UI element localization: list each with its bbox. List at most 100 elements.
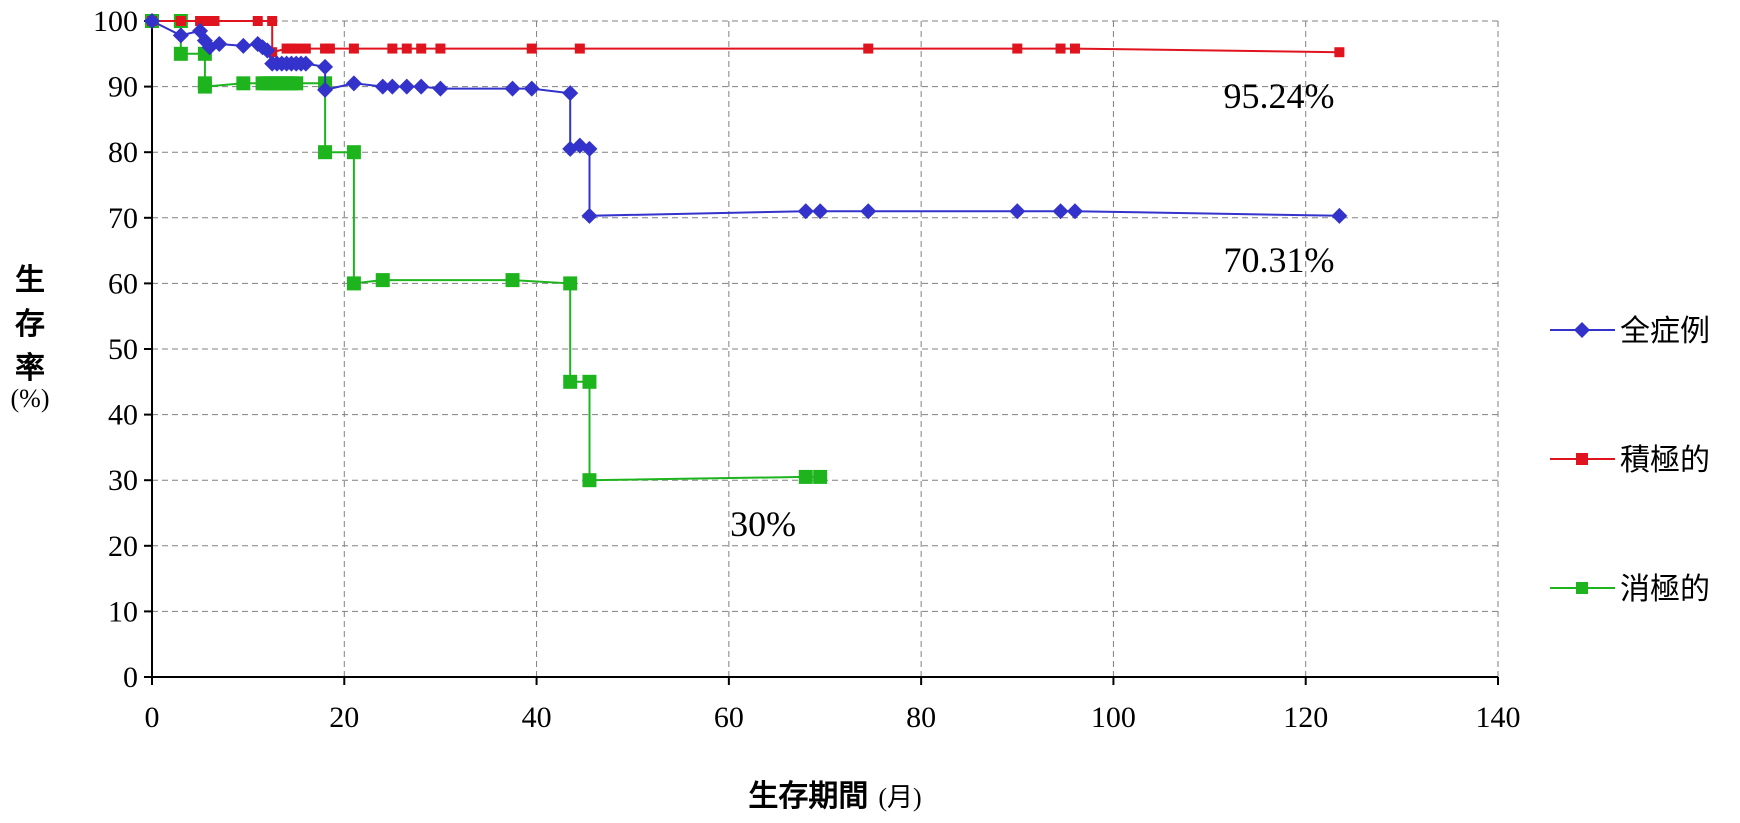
y-tick-label: 30 [108,464,138,497]
data-point [172,27,189,44]
data-point [144,13,160,29]
data-point [797,203,814,220]
data-point [252,16,263,26]
data-point [582,473,597,488]
data-point [863,43,874,54]
data-point [197,79,212,94]
legend-marker [1576,582,1588,594]
data-point [1055,43,1066,54]
data-point [324,43,335,54]
y-tick-label: 0 [123,661,138,694]
data-point [317,81,334,98]
x-tick-label: 20 [329,701,359,734]
series-2 [147,16,1345,58]
y-tick-label: 70 [108,202,138,235]
data-point [384,78,401,95]
data-point [1334,47,1345,58]
data-point [297,55,314,72]
data-point [374,78,391,95]
data-point [562,85,579,102]
data-point [401,43,412,54]
data-point [1012,43,1023,54]
data-point [173,46,188,61]
y-axis-title: 生 存 率 (%) [11,263,50,413]
annotation-label: 30% [730,504,796,544]
data-point [346,276,361,291]
x-axis-title: 生存期間 (月) [748,779,921,814]
series-layer [144,13,1348,488]
data-point [267,16,278,26]
data-point [413,78,430,95]
axes [144,20,1499,685]
series-line [152,20,821,482]
data-point [523,80,540,97]
data-point [563,276,578,291]
y-tick-labels: 0 10 20 30 40 50 60 70 80 90 100 [93,5,138,694]
grid-lines [152,20,1499,677]
series-1 [144,13,1348,224]
annotation-label: 95.24% [1224,76,1335,116]
x-tick-label: 40 [522,701,552,734]
data-point [289,76,304,91]
annotation-labels: 95.24% 70.31% 30% [730,76,1334,544]
data-point [526,43,537,54]
data-point [291,43,302,54]
series-line [151,20,1340,217]
legend-label: 全症例 [1620,314,1710,349]
data-point [798,469,813,484]
data-point [1069,43,1080,54]
x-tick-label: 80 [906,701,936,734]
legend-item: 全症例 [1550,314,1710,349]
legend-marker [1574,322,1590,338]
y-tick-label: 90 [108,71,138,104]
y-tick-label: 60 [108,267,138,300]
y-axis-title-char-1: 生 [15,263,45,298]
x-tick-label: 60 [714,701,744,734]
data-point [504,80,521,97]
y-tick-label: 80 [108,136,138,169]
data-point [582,374,597,389]
data-point [581,140,598,157]
x-tick-label: 140 [1476,701,1521,734]
x-tick-label: 100 [1091,701,1136,734]
legend-item: 積極的 [1550,443,1710,478]
data-point [317,58,334,75]
data-point [813,469,828,484]
y-axis-unit: (%) [11,384,50,413]
x-tick-labels: 0 20 40 60 80 100 120 140 [145,701,1521,734]
x-axis-unit: (月) [878,783,921,812]
series-3 [145,14,828,488]
data-point [1066,203,1083,220]
y-tick-label: 100 [93,5,138,38]
legend-label: 消極的 [1620,572,1710,607]
y-axis-title-char-2: 存 [15,307,45,342]
data-point [1331,207,1348,224]
data-point [435,43,446,54]
data-point [860,203,877,220]
data-point [574,43,585,54]
data-point [235,37,252,54]
data-point [1052,203,1069,220]
data-point [1009,203,1026,220]
data-point [236,76,251,91]
data-point [175,16,186,26]
data-point [812,203,829,220]
x-axis-title-text: 生存期間 [748,779,868,814]
legend-marker [1576,453,1588,465]
data-point [300,43,311,54]
data-point [348,43,359,54]
y-tick-label: 40 [108,399,138,432]
legend-label: 積極的 [1620,443,1710,478]
data-point [345,75,362,92]
y-tick-label: 10 [108,595,138,628]
data-point [375,273,390,288]
data-point [398,78,415,95]
x-tick-label: 0 [145,701,160,734]
legend-item: 消極的 [1550,572,1710,607]
annotation-label: 70.31% [1224,240,1335,280]
data-point [432,80,449,97]
data-point [581,207,598,224]
y-axis-title-char-3: 率 [15,351,45,386]
